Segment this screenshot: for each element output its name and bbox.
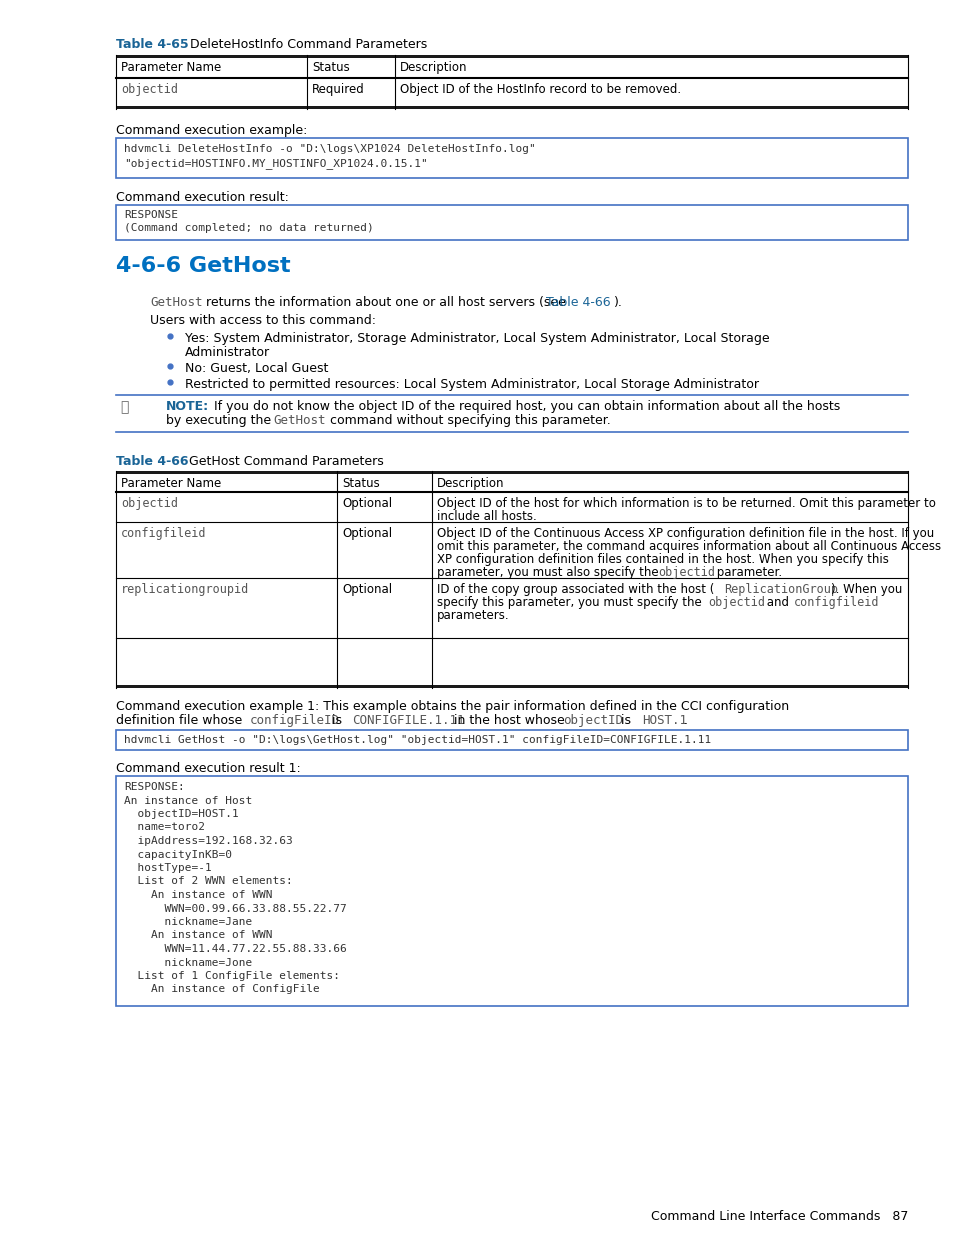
Text: Object ID of the HostInfo record to be removed.: Object ID of the HostInfo record to be r…: [399, 83, 680, 96]
Text: Command execution example:: Command execution example:: [116, 124, 307, 137]
Text: RESPONSE:: RESPONSE:: [124, 782, 185, 792]
Text: Optional: Optional: [341, 583, 392, 597]
Text: Command execution result:: Command execution result:: [116, 191, 289, 204]
Text: Status: Status: [341, 477, 379, 490]
Text: If you do not know the object ID of the required host, you can obtain informatio: If you do not know the object ID of the …: [206, 400, 840, 412]
Text: ).: ).: [614, 296, 622, 309]
Text: hdvmcli DeleteHostInfo -o "D:\logs\XP1024 DeleteHostInfo.log": hdvmcli DeleteHostInfo -o "D:\logs\XP102…: [124, 144, 536, 154]
Text: HOST.1: HOST.1: [641, 714, 686, 727]
Text: objectid: objectid: [707, 597, 764, 609]
Text: CONFIGFILE.1.11: CONFIGFILE.1.11: [352, 714, 464, 727]
Bar: [116, 776, 907, 1007]
Text: XP configuration definition files contained in the host. When you specify this: XP configuration definition files contai…: [436, 553, 888, 566]
Text: RESPONSE: RESPONSE: [124, 210, 178, 220]
Text: List of 2 WWN elements:: List of 2 WWN elements:: [124, 877, 293, 887]
Text: configFileID: configFileID: [250, 714, 339, 727]
Text: An instance of Host: An instance of Host: [124, 795, 252, 805]
Text: is: is: [617, 714, 635, 727]
Bar: [116, 730, 907, 750]
Text: hostType=-1: hostType=-1: [124, 863, 212, 873]
Text: Optional: Optional: [341, 496, 392, 510]
Text: List of 1 ConfigFile elements:: List of 1 ConfigFile elements:: [124, 971, 339, 981]
Text: Required: Required: [312, 83, 364, 96]
Text: hdvmcli GetHost -o "D:\logs\GetHost.log" "objectid=HOST.1" configFileID=CONFIGFI: hdvmcli GetHost -o "D:\logs\GetHost.log"…: [124, 735, 711, 745]
Text: definition file whose: definition file whose: [116, 714, 246, 727]
Text: Status: Status: [312, 61, 350, 74]
Text: Command Line Interface Commands   87: Command Line Interface Commands 87: [650, 1210, 907, 1223]
Text: Optional: Optional: [341, 527, 392, 540]
Text: parameters.: parameters.: [436, 609, 509, 622]
Text: ). When you: ). When you: [830, 583, 902, 597]
Bar: [116, 106, 907, 109]
Text: and: and: [762, 597, 792, 609]
Text: Administrator: Administrator: [185, 346, 270, 359]
Text: WWN=11.44.77.22.55.88.33.66: WWN=11.44.77.22.55.88.33.66: [124, 944, 346, 953]
Text: Restricted to permitted resources: Local System Administrator, Local Storage Adm: Restricted to permitted resources: Local…: [185, 378, 759, 391]
Text: ID of the copy group associated with the host (: ID of the copy group associated with the…: [436, 583, 714, 597]
Bar: [116, 205, 907, 240]
Text: DeleteHostInfo Command Parameters: DeleteHostInfo Command Parameters: [182, 38, 427, 51]
Text: (Command completed; no data returned): (Command completed; no data returned): [124, 224, 374, 233]
Text: command without specifying this parameter.: command without specifying this paramete…: [326, 414, 610, 427]
Text: replicationgroupid: replicationgroupid: [121, 583, 249, 597]
Text: 4-6-6 GetHost: 4-6-6 GetHost: [116, 256, 291, 275]
Text: ipAddress=192.168.32.63: ipAddress=192.168.32.63: [124, 836, 293, 846]
Text: ReplicationGroup: ReplicationGroup: [723, 583, 837, 597]
Text: Parameter Name: Parameter Name: [121, 61, 221, 74]
Text: Table 4-65: Table 4-65: [116, 38, 189, 51]
Text: objectid: objectid: [658, 566, 714, 579]
Bar: [116, 56, 907, 58]
Text: Users with access to this command:: Users with access to this command:: [150, 314, 375, 327]
Text: specify this parameter, you must specify the: specify this parameter, you must specify…: [436, 597, 705, 609]
Text: Parameter Name: Parameter Name: [121, 477, 221, 490]
Text: in the host whose: in the host whose: [450, 714, 568, 727]
Text: include all hosts.: include all hosts.: [436, 510, 537, 522]
Text: objectid: objectid: [121, 496, 178, 510]
Text: No: Guest, Local Guest: No: Guest, Local Guest: [185, 362, 328, 375]
Text: Table 4-66: Table 4-66: [545, 296, 610, 309]
Text: "objectid=HOSTINFO.MY_HOSTINFO_XP1024.0.15.1": "objectid=HOSTINFO.MY_HOSTINFO_XP1024.0.…: [124, 158, 427, 169]
Text: An instance of ConfigFile: An instance of ConfigFile: [124, 984, 319, 994]
Text: returns the information about one or all host servers (see: returns the information about one or all…: [202, 296, 569, 309]
Text: An instance of WWN: An instance of WWN: [124, 930, 273, 941]
Text: .: .: [683, 714, 687, 727]
Text: Command execution result 1:: Command execution result 1:: [116, 762, 300, 776]
Text: GetHost: GetHost: [273, 414, 325, 427]
Text: GetHost: GetHost: [150, 296, 202, 309]
Text: name=toro2: name=toro2: [124, 823, 205, 832]
Text: Table 4-66: Table 4-66: [116, 454, 189, 468]
Text: objectid: objectid: [121, 83, 178, 96]
Text: objectID: objectID: [562, 714, 622, 727]
Text: nickname=Jane: nickname=Jane: [124, 918, 252, 927]
Text: An instance of WWN: An instance of WWN: [124, 890, 273, 900]
Text: omit this parameter, the command acquires information about all Continuous Acces: omit this parameter, the command acquire…: [436, 540, 941, 553]
Text: Command execution example 1: This example obtains the pair information defined i: Command execution example 1: This exampl…: [116, 700, 788, 713]
Text: nickname=Jone: nickname=Jone: [124, 957, 252, 967]
Text: 📝: 📝: [120, 400, 129, 414]
Text: parameter.: parameter.: [712, 566, 781, 579]
Text: objectID=HOST.1: objectID=HOST.1: [124, 809, 238, 819]
Text: is: is: [328, 714, 346, 727]
Text: Object ID of the Continuous Access XP configuration definition file in the host.: Object ID of the Continuous Access XP co…: [436, 527, 933, 540]
Bar: [116, 471, 907, 474]
Bar: [116, 685, 907, 688]
Text: GetHost Command Parameters: GetHost Command Parameters: [181, 454, 383, 468]
Text: capacityInKB=0: capacityInKB=0: [124, 850, 232, 860]
Bar: [116, 138, 907, 178]
Text: configfileid: configfileid: [793, 597, 879, 609]
Text: Yes: System Administrator, Storage Administrator, Local System Administrator, Lo: Yes: System Administrator, Storage Admin…: [185, 332, 769, 345]
Text: parameter, you must also specify the: parameter, you must also specify the: [436, 566, 661, 579]
Text: Object ID of the host for which information is to be returned. Omit this paramet: Object ID of the host for which informat…: [436, 496, 935, 510]
Text: Description: Description: [436, 477, 504, 490]
Text: NOTE:: NOTE:: [166, 400, 209, 412]
Text: configfileid: configfileid: [121, 527, 206, 540]
Text: Description: Description: [399, 61, 467, 74]
Text: by executing the: by executing the: [166, 414, 274, 427]
Text: WWN=00.99.66.33.88.55.22.77: WWN=00.99.66.33.88.55.22.77: [124, 904, 346, 914]
